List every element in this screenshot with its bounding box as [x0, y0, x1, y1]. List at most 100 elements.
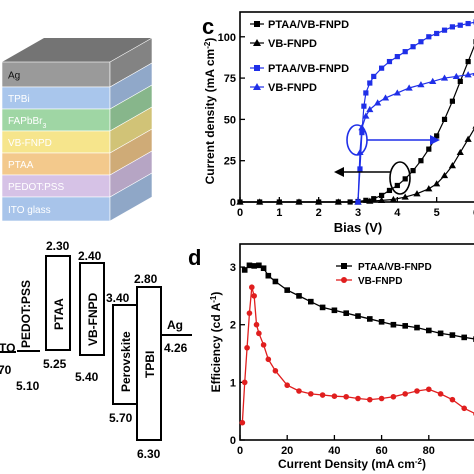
ag-wf: 4.26	[164, 341, 188, 355]
ptaa-top: 2.30	[46, 239, 70, 253]
x-tick-label: 6	[473, 207, 474, 219]
x-tick-label: 2	[316, 207, 322, 219]
legend-marker	[341, 263, 347, 269]
vbfnpd-top: 2.40	[78, 249, 102, 263]
data-point	[265, 272, 272, 279]
perovskite-top: 3.40	[106, 291, 130, 305]
data-point	[343, 393, 350, 400]
vbfnpd-label: VB-FNPD	[86, 292, 100, 346]
data-point	[425, 185, 433, 192]
data-point	[464, 71, 472, 78]
ito-wf: 70	[0, 363, 12, 377]
data-point	[389, 195, 397, 203]
data-point	[440, 74, 449, 81]
pedot-bar	[16, 296, 38, 350]
y-tick-label: 2	[230, 320, 236, 332]
data-point	[367, 396, 373, 403]
ito-label: TO	[0, 341, 15, 355]
data-point	[414, 324, 420, 331]
data-point	[461, 405, 468, 412]
y-tick-label: 75	[224, 73, 236, 85]
stack-layer-label: PTAA	[8, 160, 34, 171]
stack-layer-side	[109, 172, 153, 222]
data-point	[367, 80, 373, 86]
data-point	[363, 90, 369, 96]
data-point	[272, 278, 279, 285]
data-point	[465, 58, 471, 65]
data-point	[394, 182, 400, 189]
pedot-bottom: 5.10	[16, 379, 40, 393]
data-point	[449, 332, 456, 338]
device-stack-illustration: Ag TPBi FAPbBr3 VB-FNPD PTAA PEDOT:PSS ITO gla…	[1, 37, 153, 222]
x-tick-label: 40	[328, 445, 340, 457]
data-point	[331, 307, 338, 314]
data-point	[449, 396, 456, 403]
legend-label: VB-FNPD	[268, 82, 317, 94]
x-tick-label: 1	[276, 207, 282, 219]
pedot-label: PEDOT:PSS	[19, 280, 33, 348]
perovskite-label: Perovskite	[119, 331, 133, 392]
legend-marker	[254, 21, 260, 27]
stack-top-face	[2, 38, 152, 62]
data-point	[437, 330, 444, 337]
data-point	[295, 198, 303, 205]
energy-level-diagram: TO 70 PEDOT:PSS 5.10 2.30 PTAA 5.25 2.40…	[0, 239, 192, 461]
data-point	[363, 197, 369, 203]
data-point	[417, 81, 425, 88]
data-point	[362, 112, 370, 119]
data-point	[418, 39, 424, 45]
data-point	[251, 263, 257, 269]
stack-layer-label: VB-FNPD	[8, 138, 52, 149]
chart-c-current-luminance: 0 1 2 3 4 5 6 0 25 50 75 100 Bias (V) Current density…	[203, 11, 474, 235]
series-line-3	[357, 72, 474, 203]
data-point	[308, 298, 314, 305]
data-point	[433, 180, 441, 187]
data-point	[239, 419, 246, 426]
annotation-arrowhead-blue	[430, 135, 440, 145]
data-point	[256, 198, 264, 205]
data-point	[413, 190, 421, 197]
data-point	[236, 198, 244, 205]
data-point	[256, 262, 262, 269]
data-point	[405, 84, 413, 91]
data-point	[390, 321, 397, 328]
data-point	[371, 73, 377, 80]
data-point	[251, 293, 257, 299]
legend-marker	[253, 83, 261, 90]
data-point	[354, 198, 362, 205]
stack-layer-label: Ag	[8, 71, 20, 82]
data-point	[437, 391, 444, 397]
data-point	[366, 197, 374, 204]
data-point	[457, 22, 463, 28]
data-point	[241, 267, 248, 273]
data-point	[367, 316, 373, 322]
data-point	[378, 319, 385, 325]
data-point	[449, 98, 455, 104]
data-point	[256, 330, 262, 337]
data-point	[402, 323, 408, 329]
x-tick-label: 0	[237, 445, 243, 457]
data-point	[371, 196, 377, 202]
tpbi-top: 2.80	[134, 272, 158, 286]
data-point	[374, 99, 382, 106]
series-line-1	[241, 287, 474, 423]
data-point	[452, 72, 460, 80]
data-point	[260, 342, 267, 348]
panel-letter-d: d	[188, 245, 201, 270]
data-point	[246, 262, 253, 269]
data-point	[402, 391, 409, 397]
data-point	[456, 148, 464, 156]
stack-layer-label: FAPbBr3	[8, 116, 46, 130]
data-point	[426, 34, 432, 40]
data-point	[379, 65, 385, 71]
data-point	[361, 103, 367, 109]
data-point	[331, 393, 338, 399]
data-point	[464, 135, 472, 142]
data-point	[296, 293, 302, 299]
legend-marker	[253, 39, 261, 46]
data-point	[394, 54, 400, 60]
data-point	[449, 24, 455, 30]
x-tick-label: 80	[423, 445, 435, 457]
data-point	[355, 313, 361, 319]
